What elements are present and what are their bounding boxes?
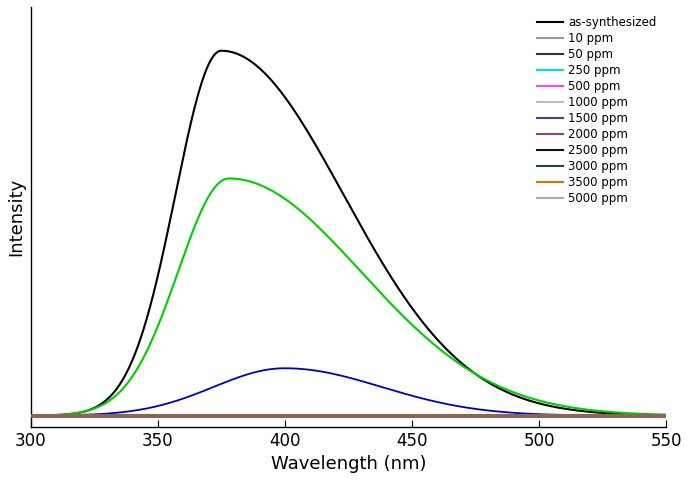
Y-axis label: Intensity: Intensity <box>7 178 25 256</box>
X-axis label: Wavelength (nm): Wavelength (nm) <box>271 455 426 473</box>
Legend: as-synthesized, 10 ppm, 50 ppm, 250 ppm, 500 ppm, 1000 ppm, 1500 ppm, 2000 ppm, : as-synthesized, 10 ppm, 50 ppm, 250 ppm,… <box>533 13 660 208</box>
